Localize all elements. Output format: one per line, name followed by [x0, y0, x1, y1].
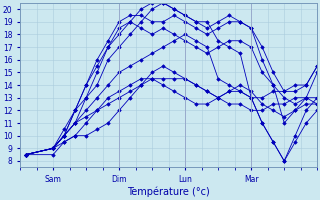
X-axis label: Température (°c): Température (°c) [127, 187, 210, 197]
